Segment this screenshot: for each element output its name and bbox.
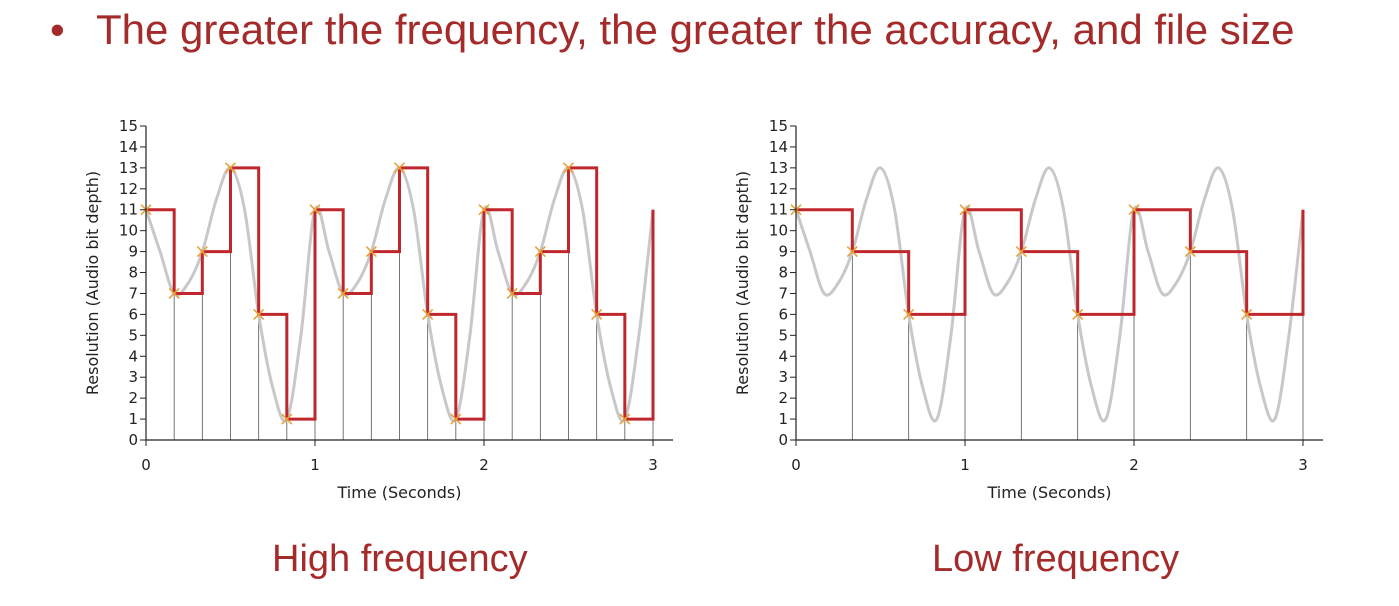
x-axis-title: Time (Seconds): [337, 483, 462, 502]
sample-point-marker: [1015, 246, 1027, 258]
sample-point-marker: [562, 162, 575, 174]
y-tick-label: 3: [128, 368, 138, 386]
y-tick-label: 11: [119, 201, 138, 219]
x-tick-label: 1: [310, 456, 320, 474]
analog-wave-series: [794, 166, 1305, 423]
sample-point-marker: [393, 162, 406, 174]
y-tick-label: 5: [778, 326, 788, 344]
y-tick-label: 10: [119, 222, 138, 240]
x-tick-label: 3: [1298, 456, 1308, 474]
y-tick-label: 11: [769, 201, 788, 219]
y-tick-label: 15: [769, 117, 788, 135]
y-tick-label: 10: [769, 222, 788, 240]
y-tick-label: 15: [119, 117, 138, 135]
y-tick-label: 2: [128, 389, 138, 407]
x-tick-label: 0: [141, 456, 151, 474]
y-tick-label: 14: [769, 138, 788, 156]
y-axis-title: Resolution (Audio bit depth): [733, 171, 752, 395]
sample-point-marker: [478, 204, 490, 216]
y-tick-label: 0: [128, 431, 138, 449]
y-tick-label: 7: [128, 284, 138, 302]
bullet-text: The greater the frequency, the greater t…: [96, 6, 1295, 53]
sample-point-marker: [196, 246, 208, 258]
sample-point-marker: [506, 287, 518, 300]
y-tick-label: 8: [778, 264, 788, 282]
y-axis-title: Resolution (Audio bit depth): [83, 171, 102, 395]
sample-point-marker: [309, 204, 321, 216]
caption-low-frequency: Low frequency: [932, 538, 1180, 580]
sample-point-marker: [591, 308, 603, 320]
x-tick-label: 1: [960, 456, 970, 474]
analog-wave-series: [144, 166, 655, 423]
sample-point-marker: [337, 287, 349, 300]
caption-high-frequency: High frequency: [272, 538, 528, 580]
y-tick-label: 14: [119, 138, 138, 156]
sample-point-marker: [168, 287, 180, 300]
sampled-step-series: [796, 208, 1305, 316]
x-tick-label: 2: [1129, 456, 1139, 474]
sample-point-marker: [422, 308, 434, 320]
sample-point-marker: [253, 308, 265, 320]
x-tick-label: 2: [479, 456, 489, 474]
sample-point-marker: [365, 246, 377, 258]
x-tick-label: 0: [791, 456, 801, 474]
y-tick-label: 6: [128, 305, 138, 323]
sample-point-marker: [846, 246, 858, 258]
sample-point-marker: [450, 413, 462, 425]
y-tick-label: 6: [778, 305, 788, 323]
y-tick-label: 9: [128, 243, 138, 261]
slide-bullet: • The greater the frequency, the greater …: [50, 6, 1294, 54]
sample-point-marker: [619, 413, 631, 425]
y-tick-label: 13: [769, 159, 788, 177]
y-tick-label: 1: [128, 410, 138, 428]
y-tick-label: 5: [128, 326, 138, 344]
y-tick-label: 12: [769, 180, 788, 198]
y-tick-label: 4: [128, 347, 138, 365]
sample-point-marker: [1128, 204, 1140, 216]
bullet-dot: •: [50, 6, 65, 53]
x-tick-label: 3: [648, 456, 658, 474]
sample-point-marker: [1241, 308, 1253, 320]
y-tick-label: 0: [778, 431, 788, 449]
y-tick-label: 4: [778, 347, 788, 365]
x-axis-title: Time (Seconds): [987, 483, 1112, 502]
sample-point-marker: [281, 413, 293, 425]
sample-point-marker: [1184, 246, 1196, 258]
y-tick-label: 7: [778, 284, 788, 302]
y-tick-label: 3: [778, 368, 788, 386]
y-tick-label: 1: [778, 410, 788, 428]
y-tick-label: 13: [119, 159, 138, 177]
sample-point-marker: [959, 204, 971, 216]
sample-point-marker: [534, 246, 546, 258]
sample-point-marker: [1072, 308, 1084, 320]
y-tick-label: 9: [778, 243, 788, 261]
sample-point-marker: [903, 308, 915, 320]
y-tick-label: 8: [128, 264, 138, 282]
y-tick-label: 12: [119, 180, 138, 198]
y-tick-label: 2: [778, 389, 788, 407]
sample-point-marker: [224, 162, 237, 174]
